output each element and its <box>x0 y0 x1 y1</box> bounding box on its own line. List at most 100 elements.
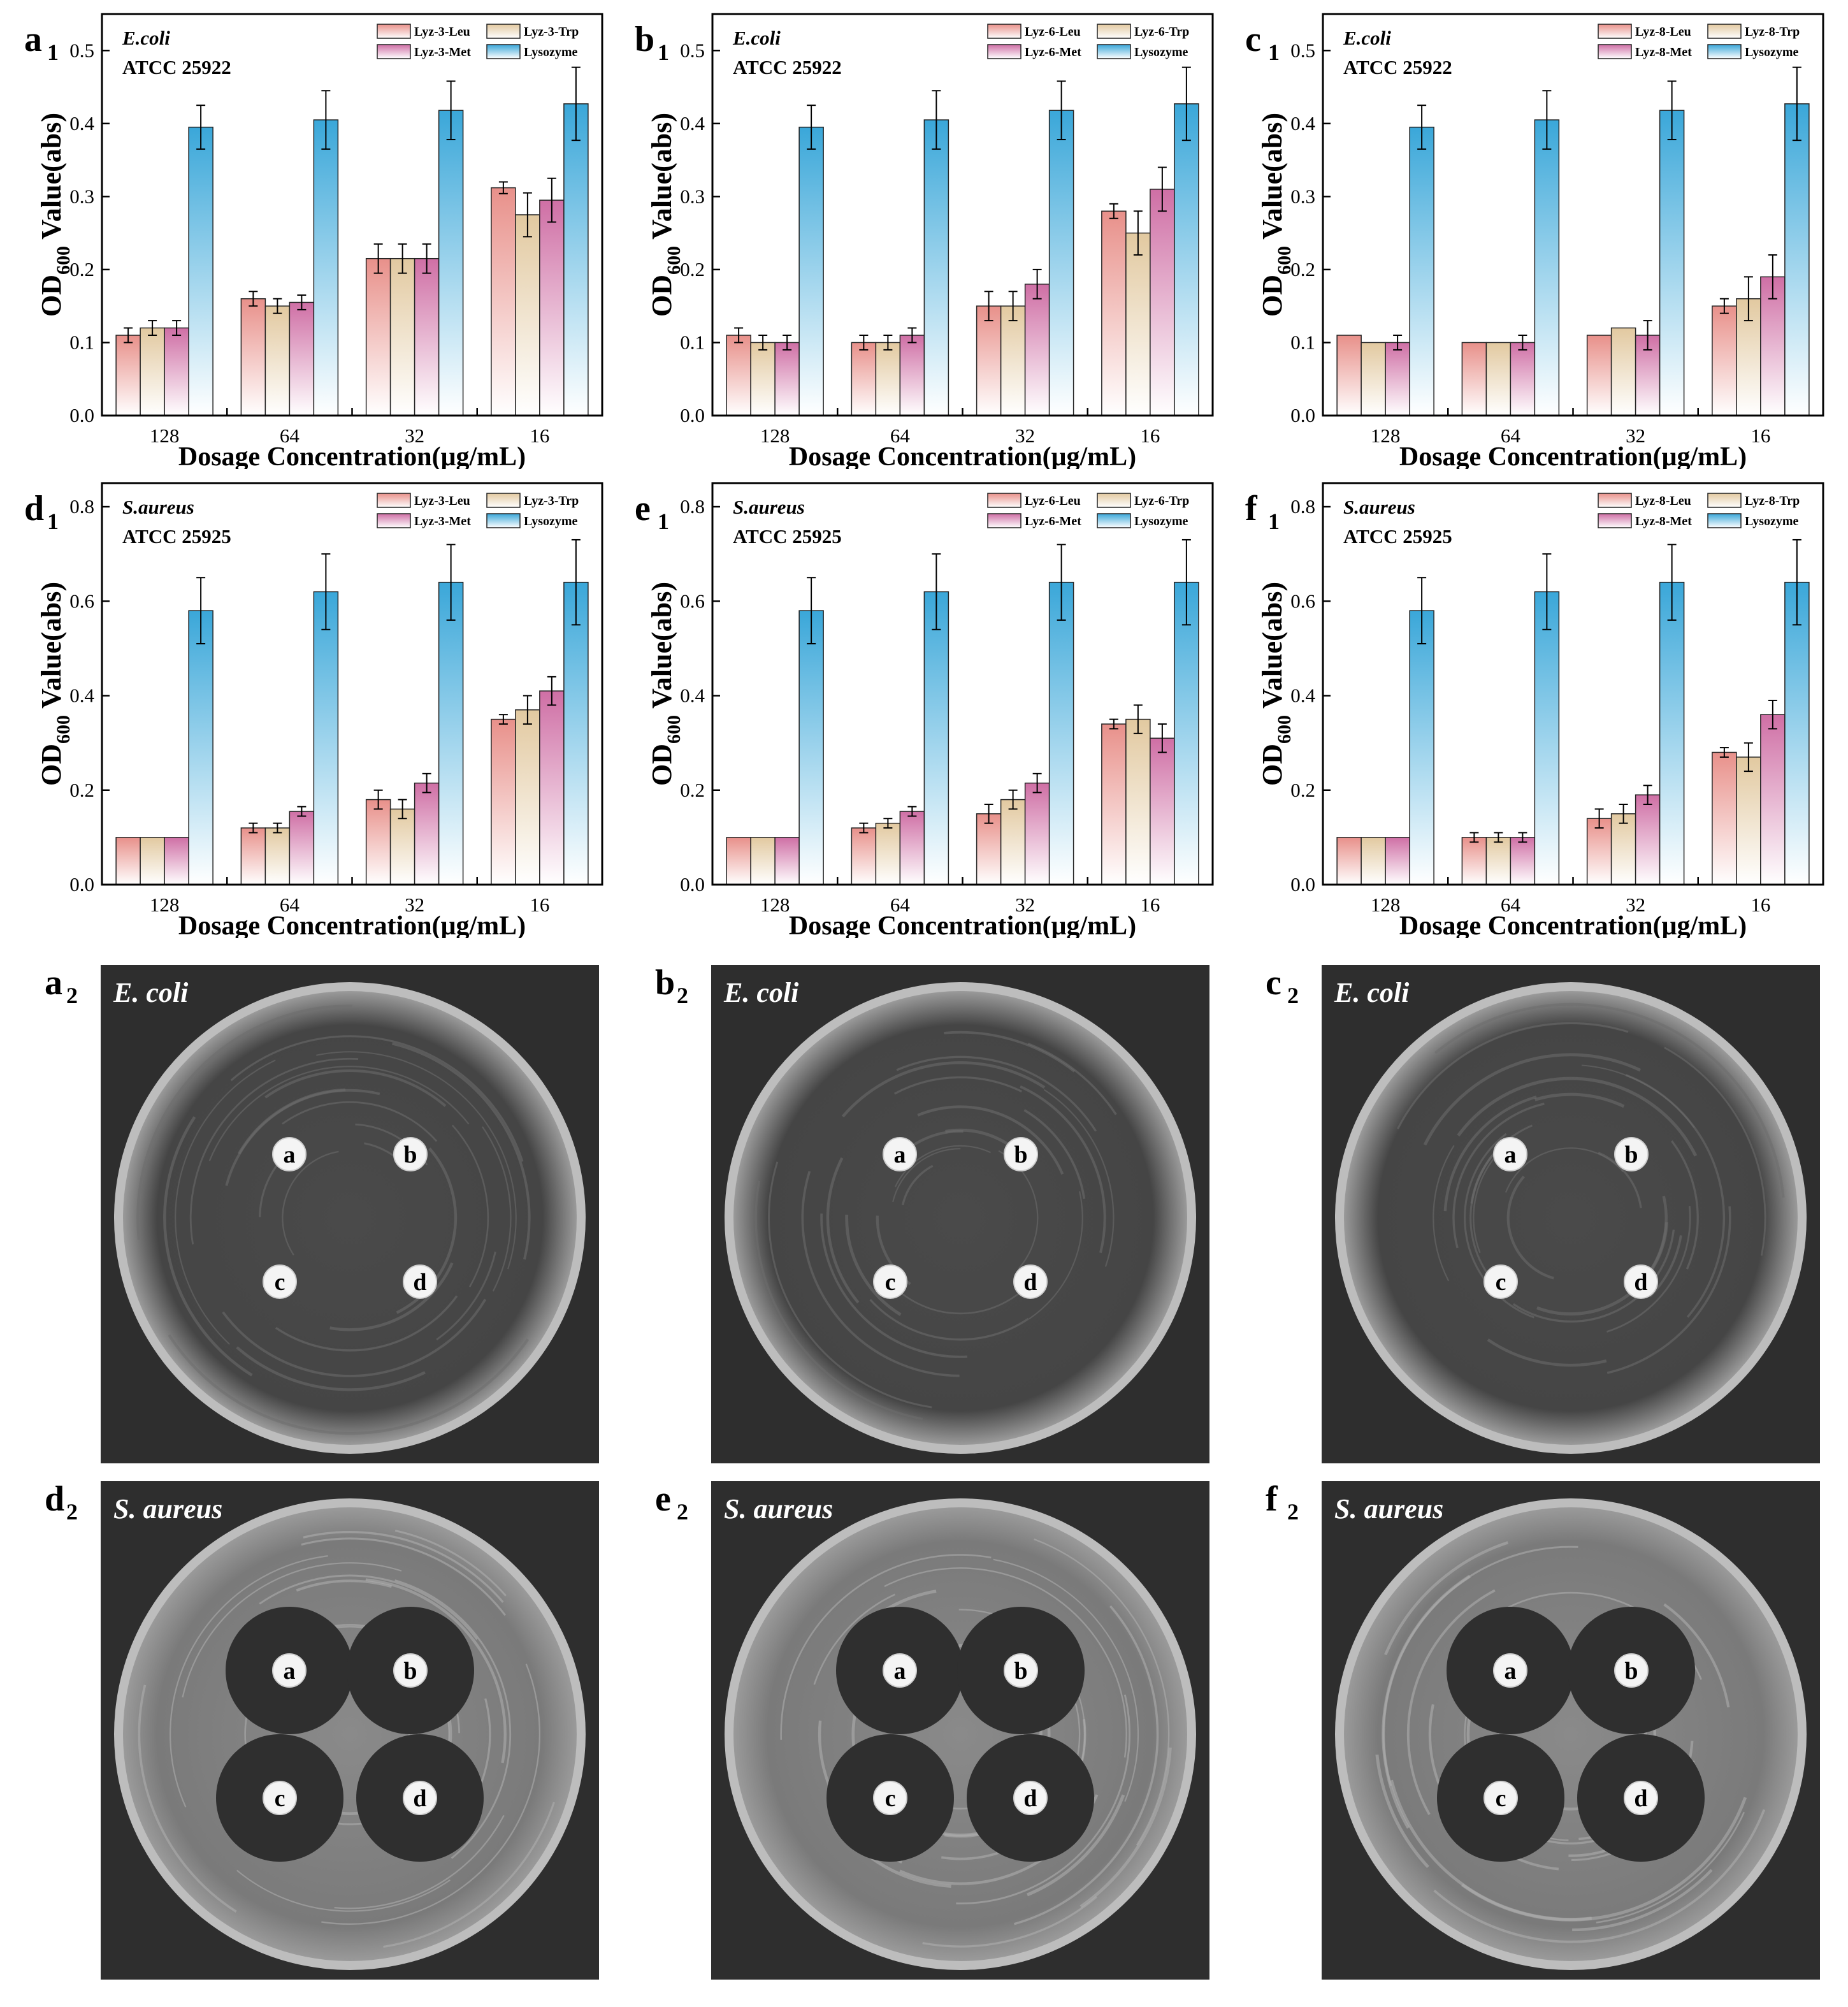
chart-svg: a 1 0.0 0.1 0.2 0.3 0.4 0.5 OD600 Value(abs) 128 6… <box>24 13 603 469</box>
streak-texture <box>175 1059 276 1345</box>
bar-lysozyme <box>313 591 339 885</box>
x-axis-title: Dosage Concentration(μg/mL) <box>178 911 526 938</box>
y-tick-label: 0.6 <box>680 590 705 612</box>
streak-texture <box>303 1531 504 1603</box>
disc-label: b <box>1624 1658 1638 1685</box>
streak-texture <box>282 1150 339 1256</box>
bar-lysozyme <box>188 610 213 885</box>
streak-texture <box>1505 1147 1624 1193</box>
plot-frame <box>101 13 603 417</box>
streak-texture <box>1457 1076 1698 1157</box>
streak-texture <box>1433 1145 1455 1282</box>
y-tick-label: 0.2 <box>69 258 94 280</box>
ylabel-prefix: OD <box>36 744 67 786</box>
disc-label: c <box>885 1785 896 1812</box>
y-tick-label: 0.3 <box>1290 185 1315 207</box>
ylabel-subscript: 600 <box>663 715 684 744</box>
disc-label: c <box>275 1269 285 1296</box>
streak-texture <box>1663 1603 1730 1707</box>
bar-lysozyme <box>188 126 213 416</box>
y-tick-label: 0.3 <box>680 185 705 207</box>
y-tick-label: 0.8 <box>1290 495 1315 518</box>
disc-label: c <box>1496 1269 1506 1296</box>
streak-texture <box>845 1214 902 1316</box>
legend-swatch <box>987 493 1021 508</box>
legend-label: Lyz-8-Leu <box>1635 25 1691 39</box>
streak-texture <box>841 1061 1046 1118</box>
legend-label: Lyz-8-Trp <box>1745 25 1800 39</box>
photo-panel-subscript: 2 <box>1287 1499 1299 1525</box>
ylabel-suffix: Value(abs) <box>36 113 67 246</box>
bar-lyz-6-leu <box>851 827 877 885</box>
y-tick-label: 0.5 <box>680 39 705 61</box>
plot-frame <box>1322 13 1824 417</box>
bacteria-name: E.coli <box>1343 27 1391 49</box>
streak-texture <box>869 1299 1029 1341</box>
bar-lysozyme <box>563 103 589 416</box>
bar-lyz-3-leu <box>115 335 141 416</box>
bar-lyz-6-leu <box>726 335 751 416</box>
legend-swatch <box>377 513 411 528</box>
streak-texture <box>275 1295 458 1352</box>
y-tick-label: 0.1 <box>680 331 705 353</box>
panel-subscript: 1 <box>1268 40 1280 65</box>
bar-lyz-3-met <box>164 327 189 416</box>
bacteria-name: E.coli <box>732 27 781 49</box>
panel-subscript: 1 <box>658 40 669 65</box>
streak-texture <box>993 1558 1139 1802</box>
bar-lyz-8-leu <box>1586 818 1612 885</box>
sample-disc <box>1493 1137 1527 1171</box>
streak-texture <box>170 1555 328 1808</box>
bar-lyz-6-met <box>1150 737 1175 885</box>
photo-panel-letter: d <box>45 1479 64 1519</box>
bacteria-title: E. coli <box>1334 977 1410 1008</box>
sample-disc <box>1614 1137 1649 1171</box>
ylabel-subscript: 600 <box>53 715 74 744</box>
x-axis-title: Dosage Concentration(μg/mL) <box>1399 911 1747 938</box>
streak-texture <box>1396 1022 1629 1129</box>
streak-texture <box>896 1055 1097 1132</box>
y-axis-title-text: OD600 Value(abs) <box>36 582 74 786</box>
y-axis-title: OD600 Value(abs) <box>36 113 74 317</box>
photo-panel-letter: a <box>45 963 62 1003</box>
x-tick-label: 32 <box>1626 894 1645 916</box>
y-tick-label: 0.5 <box>69 39 94 61</box>
streak-texture <box>383 1801 555 1948</box>
bacteria-title: S. aureus <box>724 1493 833 1525</box>
ylabel-suffix: Value(abs) <box>36 582 67 715</box>
chart-panel-f1: f 1 0.0 0.2 0.4 0.6 0.8 OD600 Value(abs) 128 64 32… <box>1221 469 1831 938</box>
strain-label: ATCC 25925 <box>122 525 231 547</box>
bar-lyz-8-leu <box>1336 837 1362 885</box>
legend-swatch <box>1707 44 1742 59</box>
bar-lyz-8-met <box>1760 276 1786 416</box>
bar-lyz-3-trp <box>264 827 291 885</box>
disc-label: b <box>1014 1141 1027 1168</box>
legend-swatch <box>486 513 521 528</box>
streak-texture <box>225 1089 380 1186</box>
plot-frame <box>711 13 1214 417</box>
disc-label: a <box>894 1658 906 1685</box>
ylabel-subscript: 600 <box>1274 715 1295 744</box>
y-tick-label: 0.8 <box>69 495 94 518</box>
legend-swatch <box>1097 44 1131 59</box>
plot-frame <box>101 482 603 886</box>
bar-lyz-6-trp <box>1125 232 1151 416</box>
streak-texture <box>1664 1047 1766 1256</box>
strain-label: ATCC 25922 <box>1343 56 1452 78</box>
ylabel-prefix: OD <box>1257 744 1288 786</box>
photo-panel-e2: e 2 a b c d S. aureus <box>610 1472 1221 1982</box>
x-tick-label: 32 <box>405 894 424 916</box>
legend-swatch <box>987 513 1021 528</box>
streak-texture <box>1506 1175 1554 1280</box>
streak-texture <box>394 1530 507 1597</box>
bacteria-name: S.aureus <box>122 496 194 518</box>
ylabel-prefix: OD <box>1257 275 1288 317</box>
sample-disc <box>1013 1781 1048 1815</box>
sample-disc <box>403 1781 437 1815</box>
photo-panel-letter: f <box>1266 1479 1278 1519</box>
legend-label: Lyz-8-Met <box>1635 45 1692 59</box>
panel-subscript: 1 <box>47 509 59 534</box>
bar-lyz-6-met <box>1150 189 1175 416</box>
bar-lysozyme <box>563 581 589 885</box>
bar-lyz-3-met <box>289 811 315 885</box>
